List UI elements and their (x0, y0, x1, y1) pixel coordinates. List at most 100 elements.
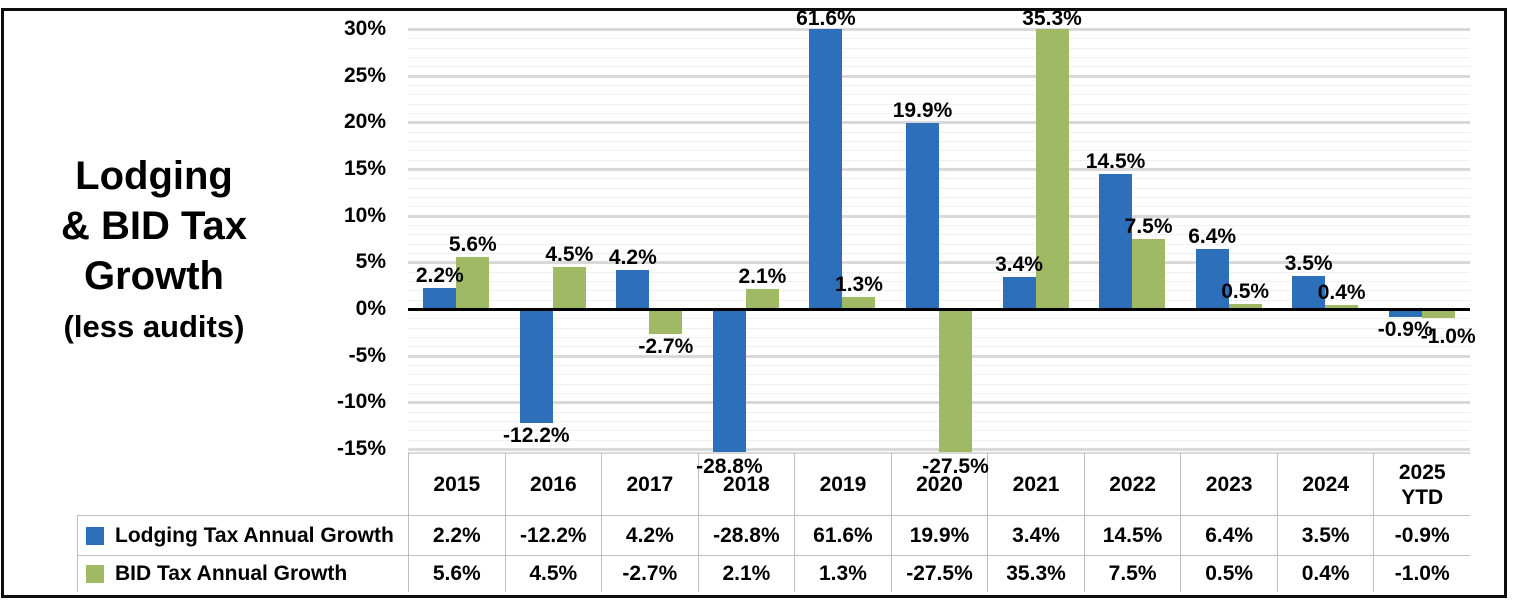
year-header-label: 2017 (626, 473, 674, 496)
year-header-2018: 2018 (697, 452, 795, 515)
bar-lodging-2017 (616, 269, 650, 309)
gridline-minor (408, 206, 1470, 207)
y-axis-label: -10% (336, 390, 386, 414)
gridline-minor (408, 66, 1470, 67)
bar-bid-2022 (1132, 239, 1166, 309)
year-header-label: 2025 YTD (1398, 460, 1446, 509)
y-axis-label: 25% (343, 63, 386, 87)
table-cell-lodging-2020: 19.9% (890, 515, 988, 555)
gridline-minor (408, 57, 1470, 58)
gridline-major (408, 215, 1470, 218)
bar-label-lodging-2016: -12.2% (503, 423, 570, 447)
table-cell-bid-2020: -27.5% (890, 555, 988, 592)
table-cell-bid-2024: 0.4% (1276, 555, 1374, 592)
table-cell-bid-2025-ytd: -1.0% (1373, 555, 1470, 592)
chart-title-line-2: & BID Tax (61, 204, 247, 248)
gridline-minor (408, 85, 1470, 86)
gridline-major (408, 75, 1470, 78)
y-axis-label: 20% (343, 110, 386, 134)
bar-label-lodging-2023: 6.4% (1188, 225, 1237, 249)
year-header-2019: 2019 (794, 452, 891, 515)
year-header-label: 2020 (916, 473, 963, 496)
bar-label-lodging-2017: 4.2% (608, 245, 657, 269)
gridline-minor (408, 178, 1470, 179)
table-cell-lodging-2022: 14.5% (1083, 515, 1181, 555)
bar-label-bid-2020: -27.5% (922, 455, 989, 478)
gridline-minor (408, 300, 1470, 301)
table-cell-bid-2022: 7.5% (1083, 555, 1181, 592)
bar-lodging-2022 (1099, 173, 1133, 309)
year-header-2023: 2023 (1180, 452, 1277, 515)
y-axis-label: 5% (355, 250, 386, 274)
gridline-minor (408, 253, 1470, 254)
bar-lodging-2023 (1195, 249, 1229, 309)
year-header-2020: 2020 (890, 452, 988, 515)
bar-label-bid-2022: 7.5% (1124, 215, 1173, 238)
bar-bid-2020 (939, 309, 972, 452)
bar-lodging-2018 (712, 309, 746, 452)
year-header-2016: 2016 (504, 452, 602, 515)
table-cell-bid-2016: 4.5% (504, 555, 602, 592)
year-header-2022: 2022 (1083, 452, 1181, 515)
bar-lodging-2021 (1002, 277, 1036, 309)
table-cell-bid-2015: 5.6% (408, 555, 505, 592)
year-header-label: 2021 (1012, 473, 1060, 496)
gridline-minor (408, 104, 1470, 105)
gridline-minor (408, 94, 1470, 95)
bar-lodging-2015 (423, 288, 457, 309)
y-axis-label: 15% (343, 157, 386, 180)
bar-label-bid-2017: -2.7% (638, 335, 694, 359)
bar-bid-2021 (1035, 29, 1069, 309)
gridline-minor (408, 113, 1470, 114)
bar-label-lodging-2024: 3.5% (1284, 252, 1333, 276)
year-header-2017: 2017 (601, 452, 698, 515)
bar-lodging-2019 (809, 29, 843, 309)
bar-label-bid-2019: 1.3% (835, 272, 883, 296)
gridline-minor (408, 188, 1470, 189)
year-header-label: 2023 (1205, 473, 1253, 496)
gridline-major (408, 121, 1470, 124)
bar-label-lodging-2025-ytd: -0.9% (1377, 318, 1433, 342)
gridline-minor (408, 150, 1470, 151)
bar-bid-2018 (745, 289, 779, 309)
bar-bid-2017 (649, 309, 683, 335)
gridline-major (408, 261, 1470, 264)
bar-bid-2015 (456, 256, 490, 309)
bar-bid-2023 (1228, 304, 1262, 309)
bar-label-bid-2025-ytd: -1.0% (1420, 325, 1476, 349)
bar-label-bid-2016: 4.5% (545, 243, 594, 266)
year-header-label: 2015 (433, 473, 481, 496)
bar-label-lodging-2019: 61.6% (796, 7, 856, 30)
legend-swatch-lodging (86, 526, 104, 545)
table-cell-lodging-2015: 2.2% (408, 515, 505, 555)
y-axis-label: -15% (336, 437, 386, 460)
bar-label-bid-2015: 5.6% (448, 232, 497, 256)
chart-frame: Lodging & BID Tax Growth (less audits) 3… (1, 7, 1507, 598)
bar-lodging-2016 (519, 309, 553, 423)
bar-lodging-2024 (1292, 276, 1326, 309)
y-axis-label: 30% (343, 17, 386, 40)
bar-label-lodging-2018: -28.8% (696, 455, 763, 478)
bar-lodging-2020 (906, 123, 939, 309)
bar-label-bid-2018: 2.1% (738, 265, 787, 289)
year-header-2024: 2024 (1276, 452, 1374, 515)
table-cell-lodging-2023: 6.4% (1180, 515, 1277, 555)
table-cell-lodging-2017: 4.2% (601, 515, 698, 555)
table-cell-lodging-2021: 3.4% (987, 515, 1084, 555)
chart-subtitle: (less audits) (63, 309, 245, 344)
table-cell-lodging-2019: 61.6% (794, 515, 891, 555)
legend-label-bid: BID Tax Annual Growth (115, 562, 348, 585)
gridline-minor (408, 244, 1470, 245)
bar-bid-2025-ytd (1421, 309, 1455, 319)
year-header-2025-ytd: 2025 YTD (1373, 452, 1470, 515)
gridline-minor (408, 48, 1470, 49)
year-header-2015: 2015 (408, 452, 505, 515)
gridline-major (408, 28, 1470, 31)
table-cell-bid-2023: 0.5% (1180, 555, 1277, 592)
gridline-minor (408, 38, 1470, 39)
bar-label-bid-2023: 0.5% (1221, 280, 1270, 304)
bar-label-lodging-2022: 14.5% (1085, 149, 1146, 173)
legend-label-lodging: Lodging Tax Annual Growth (115, 523, 394, 547)
chart-title-block: Lodging & BID Tax Growth (less audits) (22, 151, 286, 347)
table-cell-bid-2017: -2.7% (601, 555, 698, 592)
